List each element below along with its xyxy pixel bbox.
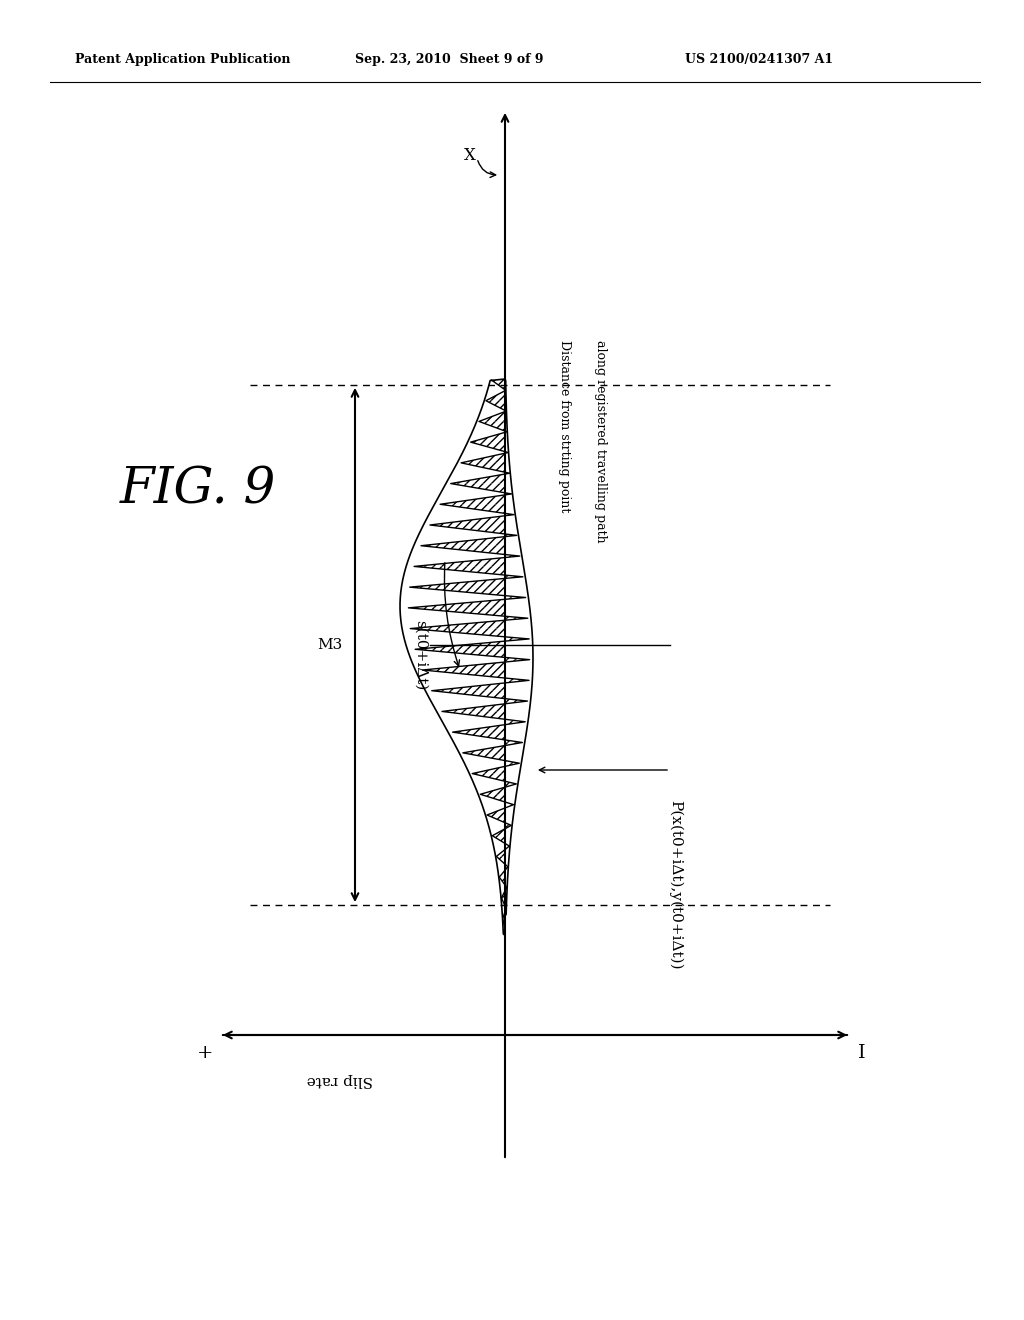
Text: US 2100/0241307 A1: US 2100/0241307 A1 xyxy=(685,54,834,66)
Text: Distance from strting point: Distance from strting point xyxy=(558,341,571,512)
Text: Sep. 23, 2010  Sheet 9 of 9: Sep. 23, 2010 Sheet 9 of 9 xyxy=(355,54,544,66)
Text: X: X xyxy=(464,147,476,164)
Text: +: + xyxy=(197,1044,213,1063)
Text: Patent Application Publication: Patent Application Publication xyxy=(75,54,291,66)
Text: M3: M3 xyxy=(317,638,343,652)
Text: P(x(t0+iΔt),y(t0+iΔt)): P(x(t0+iΔt),y(t0+iΔt)) xyxy=(668,800,682,970)
Text: FIG. 9: FIG. 9 xyxy=(120,465,276,515)
Text: Slip rate: Slip rate xyxy=(307,1073,373,1086)
Text: s(t0+iΔt): s(t0+iΔt) xyxy=(413,620,427,690)
Text: I: I xyxy=(858,1044,866,1063)
Text: along registered travelling path: along registered travelling path xyxy=(594,341,606,543)
